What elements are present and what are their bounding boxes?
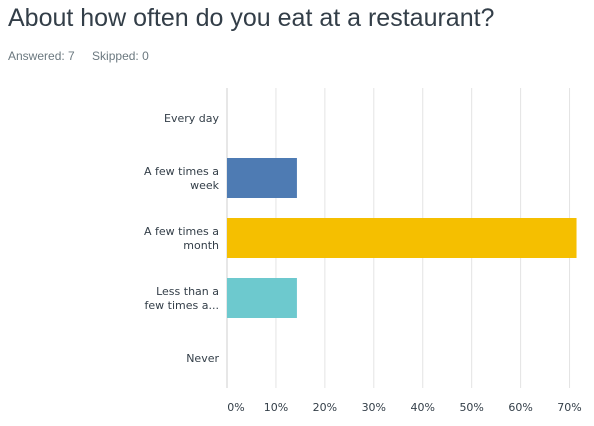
bar[interactable] [227, 218, 577, 258]
bar[interactable] [227, 278, 297, 318]
x-tick-label: 70% [557, 401, 581, 414]
category-label: A few times a month [144, 225, 219, 252]
question-title: About how often do you eat at a restaura… [8, 4, 495, 32]
category-label: Never [186, 352, 219, 365]
category-label: A few times a week [144, 165, 220, 192]
category-label: Every day [164, 112, 219, 125]
response-stats: Answered: 7 Skipped: 0 [8, 49, 163, 63]
x-tick-label: 40% [411, 401, 435, 414]
skipped-count: Skipped: 0 [92, 49, 149, 63]
x-tick-label: 60% [508, 401, 532, 414]
x-tick-label: 30% [362, 401, 386, 414]
x-tick-label: 0% [227, 401, 244, 414]
answered-count: Answered: 7 [8, 49, 75, 63]
bar[interactable] [227, 158, 297, 198]
x-tick-label: 20% [313, 401, 337, 414]
category-label: Less than a few times a... [145, 285, 219, 312]
x-tick-label: 50% [459, 401, 483, 414]
x-tick-label: 10% [264, 401, 288, 414]
